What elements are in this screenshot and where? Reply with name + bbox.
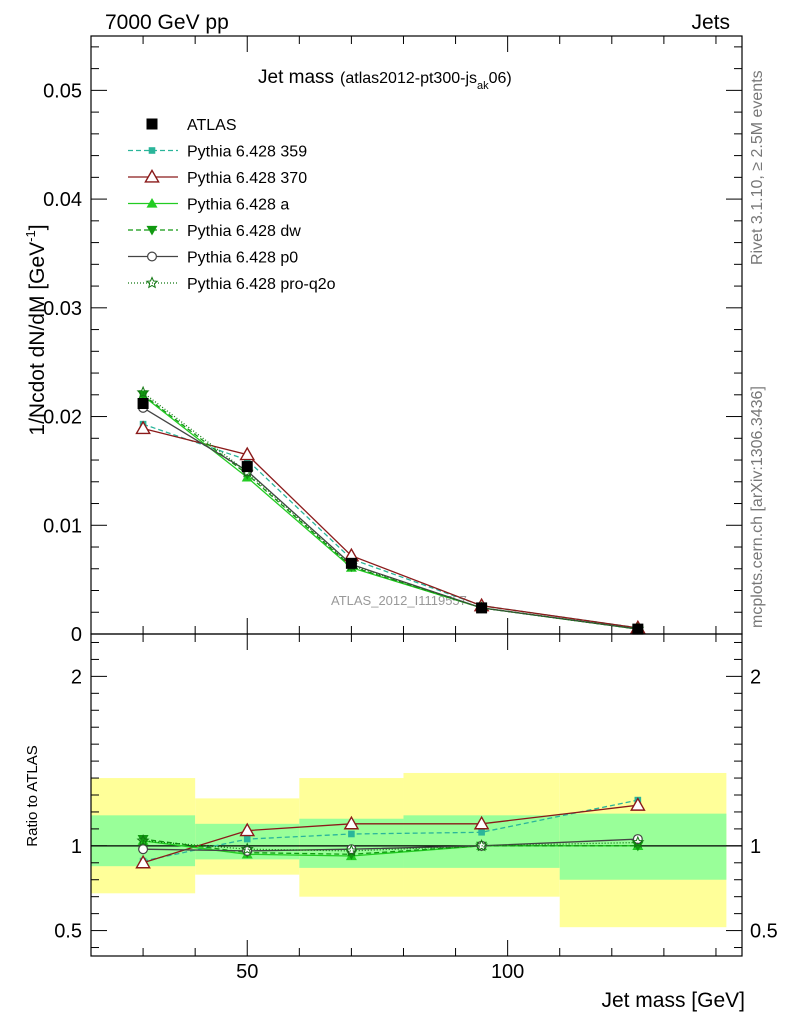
ratio-axis-label: Ratio to ATLAS: [24, 745, 41, 846]
y-axis-label: 1/Ncdot dN/dM [GeV-1]: [23, 224, 49, 435]
data-point: [632, 623, 644, 635]
data-point: [345, 557, 357, 569]
ratio-point: [135, 854, 151, 869]
legend-entry: ATLAS: [146, 117, 237, 134]
legend-marker: [146, 198, 158, 208]
header-left: 7000 GeV pp: [105, 11, 229, 34]
y-tick-label: 0.01: [43, 515, 82, 537]
ratio-point: [631, 835, 645, 848]
ratio-point: [475, 839, 489, 852]
y-tick-label: 0: [71, 624, 82, 646]
y-tick-label: 0.04: [43, 189, 82, 211]
legend-entry: Pythia 6.428 a: [128, 197, 289, 214]
data-point: [239, 446, 256, 461]
y-tick-label: 0.03: [43, 298, 82, 320]
legend-marker: [146, 118, 158, 130]
ratio-point: [348, 830, 355, 838]
ratio-point: [136, 833, 150, 847]
data-point: [137, 397, 149, 409]
x-axis-label: Jet mass [GeV]: [601, 989, 745, 1012]
ratio-point: [138, 844, 149, 855]
ratio-point: [630, 797, 646, 811]
ratio-series-pythia-6-428-pro-q2o: [136, 833, 645, 857]
x-tick-label: 100: [491, 961, 524, 983]
legend-label: Pythia 6.428 370: [187, 170, 307, 187]
data-point: [136, 385, 150, 399]
legend-label: ATLAS: [187, 117, 237, 134]
legend-entry: Pythia 6.428 p0: [128, 250, 298, 267]
y-tick-label: 0.02: [43, 407, 82, 429]
ratio-point: [478, 828, 485, 836]
rivet-label: Rivet 3.1.10, ≥ 2.5M events: [749, 70, 766, 265]
ratio-point: [240, 842, 254, 855]
ratio-tick-label-left: 0.5: [54, 921, 82, 943]
data-point: [135, 420, 151, 435]
y-tick-label: 0.05: [43, 80, 82, 102]
ratio-tick-label-right: 0.5: [750, 921, 778, 943]
legend-entry: Pythia 6.428 dw: [128, 223, 301, 240]
ratio-point: [239, 822, 256, 837]
chart-title: Jet mass (atlas2012-pt300-jsak06): [258, 67, 512, 92]
legend-label: Pythia 6.428 359: [187, 144, 307, 161]
ratio-tick-label-right: 2: [750, 666, 761, 688]
legend-marker: [146, 225, 158, 236]
legend-entry: Pythia 6.428 pro-q2o: [128, 276, 336, 293]
legend-label: Pythia 6.428 p0: [187, 250, 298, 267]
ratio-point: [137, 834, 149, 845]
legend-marker: [148, 147, 156, 154]
legend-marker: [147, 251, 158, 262]
uncertainty-band-inner: [559, 813, 727, 880]
legend-label: Pythia 6.428 a: [187, 197, 289, 214]
ratio-point: [344, 844, 358, 857]
ratio-point: [473, 815, 490, 830]
legend-entry: Pythia 6.428 359: [128, 144, 307, 161]
watermark: ATLAS_2012_I1119557: [331, 593, 467, 608]
ratio-point: [632, 834, 643, 845]
legend-marker: [145, 276, 159, 289]
data-point: [476, 602, 488, 614]
y-axis-label-sup: -1: [23, 230, 38, 242]
legend-label: Pythia 6.428 pro-q2o: [187, 276, 336, 293]
ratio-point: [343, 815, 360, 830]
legend-entry: Pythia 6.428 370: [128, 168, 307, 187]
ratio-tick-label-left: 2: [71, 666, 82, 688]
ratio-line: [143, 840, 638, 852]
series-atlas: [137, 397, 644, 635]
header-right: Jets: [691, 11, 730, 34]
ratio-tick-label-right: 1: [750, 836, 761, 858]
ratio-point: [243, 835, 251, 843]
legend-label: Pythia 6.428 dw: [187, 223, 301, 240]
x-tick-label: 50: [236, 961, 258, 983]
ratio-series-pythia-6-428-370: [135, 797, 646, 869]
mcplots-label: mcplots.cern.ch [arXiv:1306.3436]: [749, 386, 766, 628]
ratio-tick-label-left: 1: [71, 836, 82, 858]
data-point: [241, 461, 253, 473]
legend-marker: [144, 168, 160, 183]
